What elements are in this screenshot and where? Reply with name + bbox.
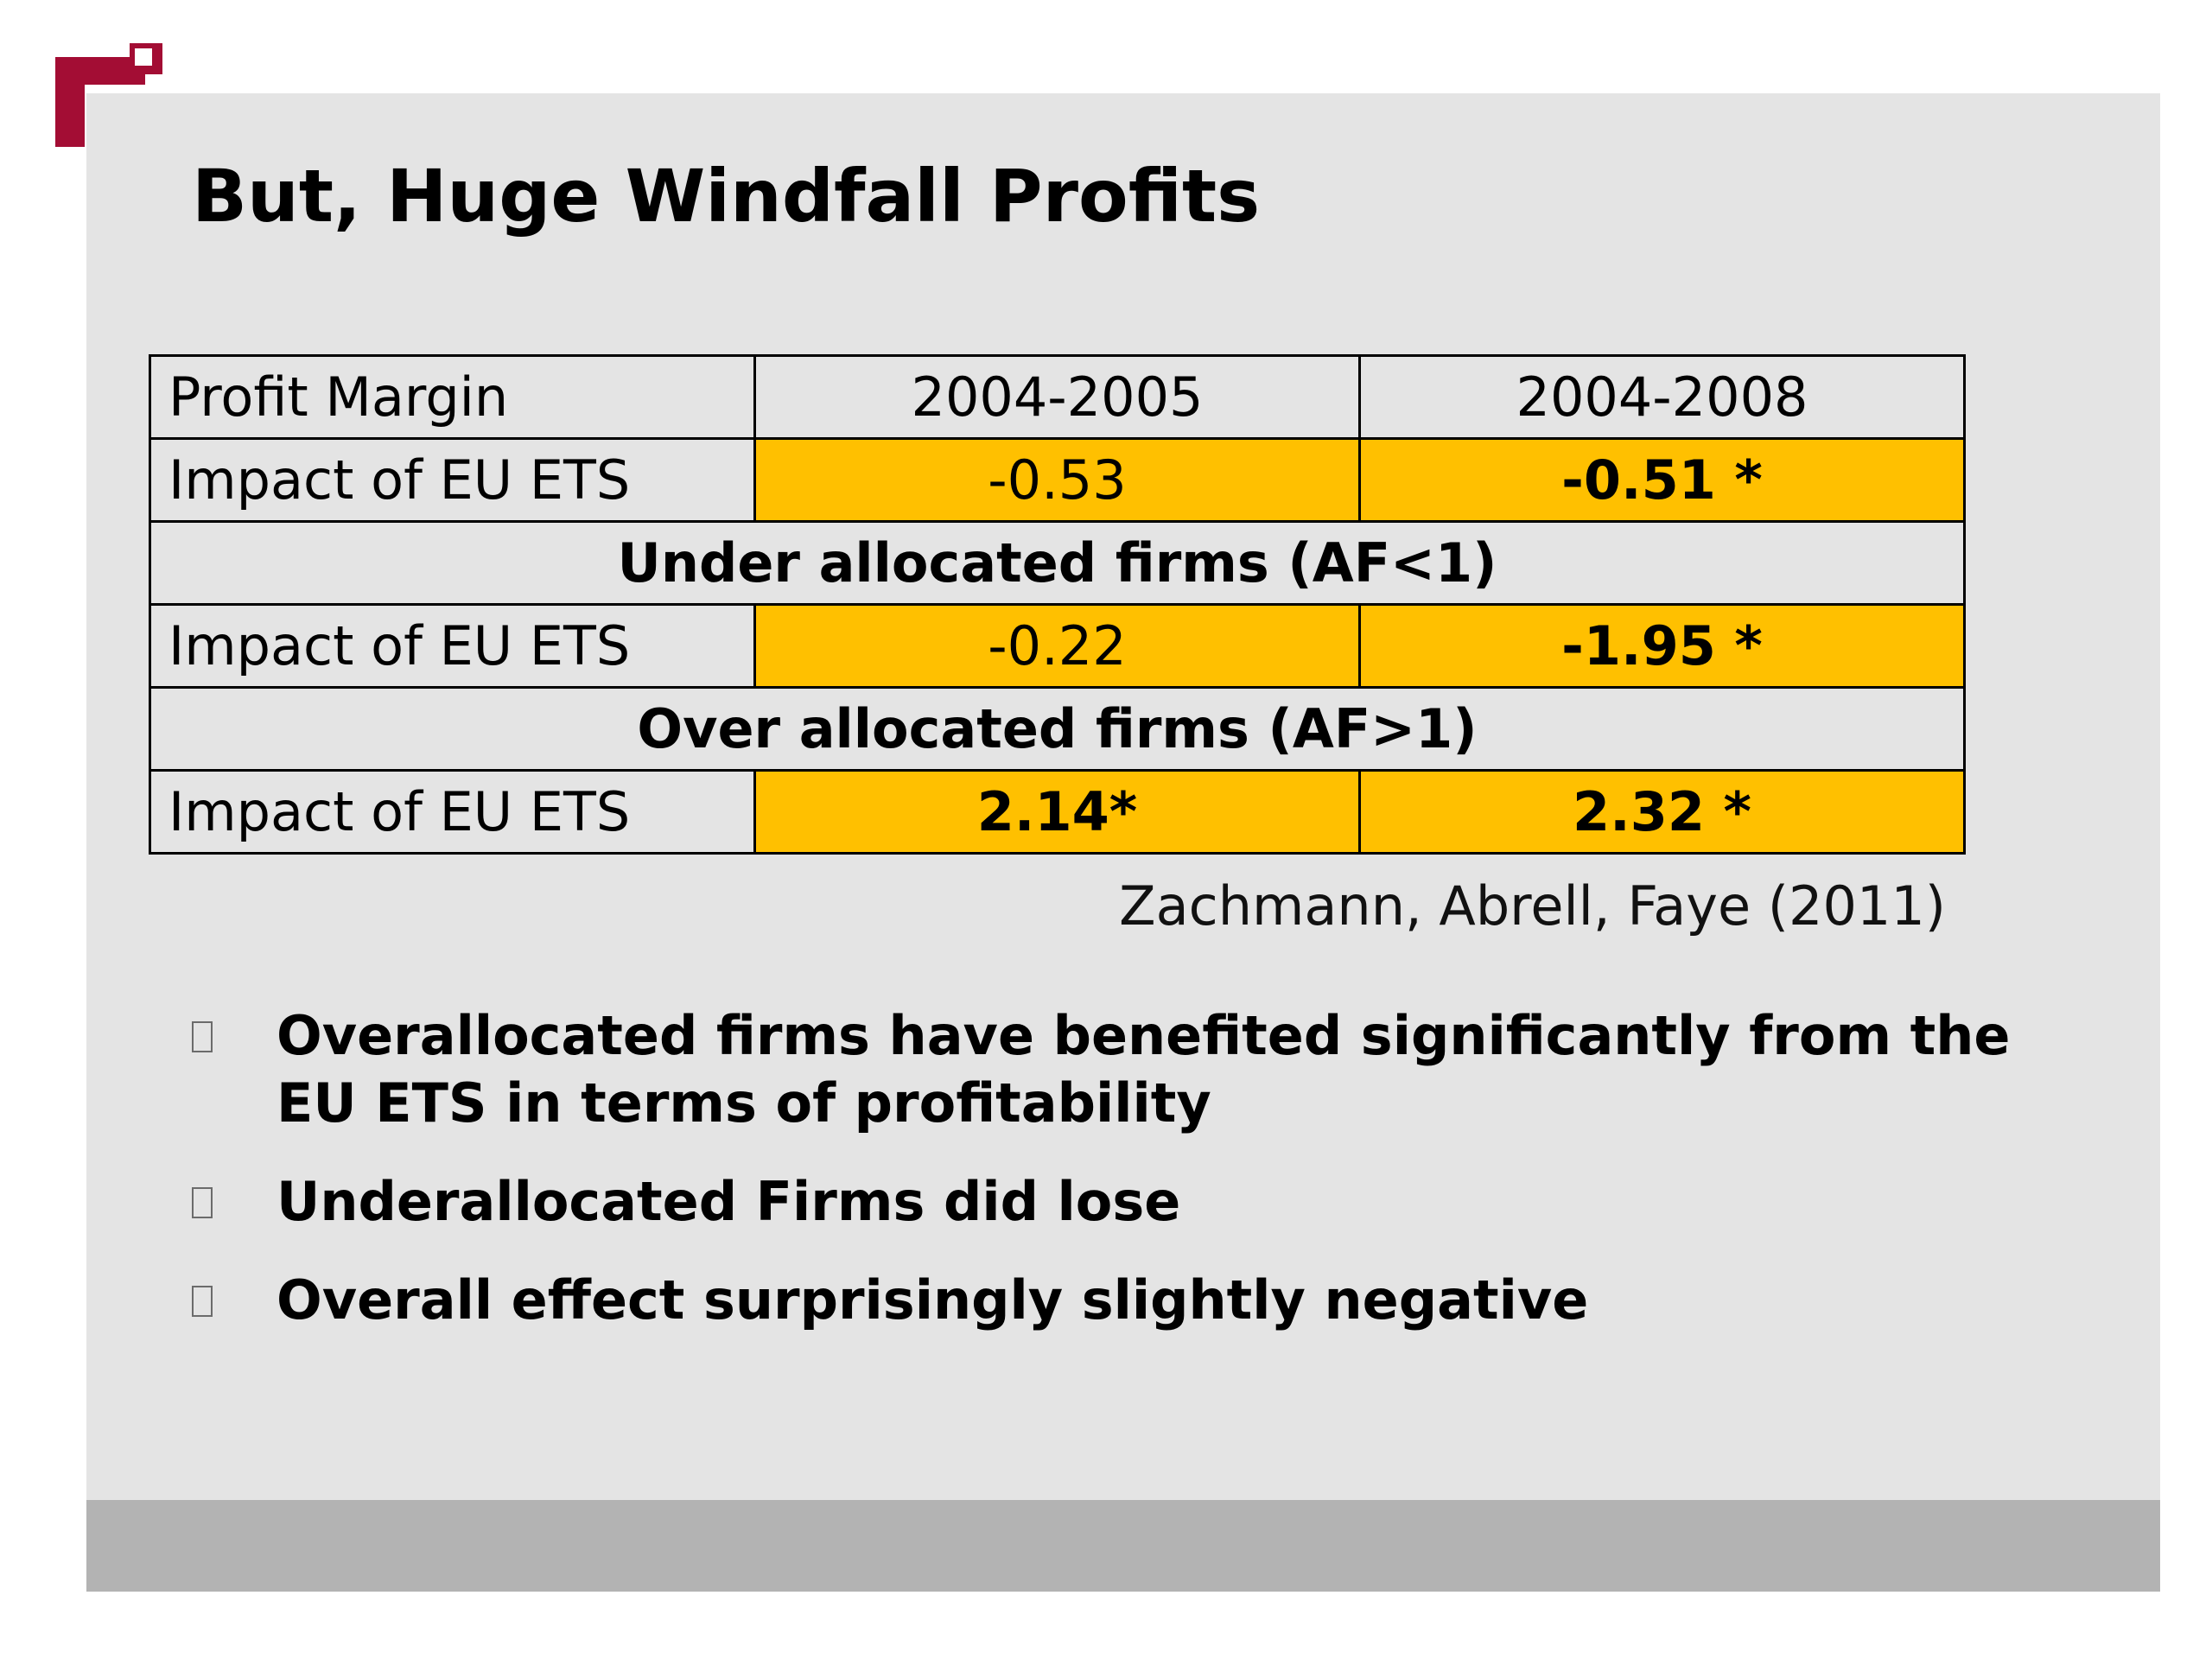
bullet-text: Overallocated firms have benefited signi… bbox=[276, 1004, 2011, 1135]
row-label: Impact of EU ETS bbox=[149, 769, 756, 855]
bullet-item: Overallocated firms have benefited signi… bbox=[181, 1002, 2031, 1137]
row-label: Impact of EU ETS bbox=[149, 603, 756, 689]
bullet-text: Overall effect surprisingly slightly neg… bbox=[276, 1268, 1589, 1332]
table-row: Impact of EU ETS 2.14* 2.32 * bbox=[149, 769, 1966, 855]
group-row-under-allocated: Under allocated firms (AF<1) bbox=[149, 520, 1966, 606]
header-label-cell: Profit Margin bbox=[149, 354, 756, 440]
slide-title: But, Huge Windfall Profits bbox=[192, 154, 1261, 238]
group-heading-over-allocated: Over allocated firms (AF>1) bbox=[149, 686, 1966, 772]
table-header-row: Profit Margin 2004-2005 2004-2008 bbox=[149, 354, 1966, 440]
value-cell-significant: 2.32 * bbox=[1358, 769, 1966, 855]
value-cell-significant: -1.95 * bbox=[1358, 603, 1966, 689]
bullet-item: Underallocated Firms did lose bbox=[181, 1168, 2031, 1236]
bullet-text: Underallocated Firms did lose bbox=[276, 1170, 1181, 1233]
footer-bar bbox=[86, 1500, 2160, 1592]
group-heading-under-allocated: Under allocated firms (AF<1) bbox=[149, 520, 1966, 606]
group-row-over-allocated: Over allocated firms (AF>1) bbox=[149, 686, 1966, 772]
value-cell-significant: -0.51 * bbox=[1358, 437, 1966, 523]
header-period-2004-2008: 2004-2008 bbox=[1358, 354, 1966, 440]
bullet-item: Overall effect surprisingly slightly neg… bbox=[181, 1267, 2031, 1334]
header-period-2004-2005: 2004-2005 bbox=[753, 354, 1361, 440]
bullet-square-icon bbox=[192, 1021, 213, 1052]
value-cell-significant: 2.14* bbox=[753, 769, 1361, 855]
bullet-list: Overallocated firms have benefited signi… bbox=[181, 1002, 2031, 1365]
results-table: Profit Margin 2004-2005 2004-2008 Impact… bbox=[149, 354, 1966, 855]
bullet-square-icon bbox=[192, 1286, 213, 1317]
table-row: Impact of EU ETS -0.22 -1.95 * bbox=[149, 603, 1966, 689]
row-label: Impact of EU ETS bbox=[149, 437, 756, 523]
value-cell: -0.53 bbox=[753, 437, 1361, 523]
value-cell: -0.22 bbox=[753, 603, 1361, 689]
source-citation: Zachmann, Abrell, Faye (2011) bbox=[1119, 874, 1946, 938]
table-row: Impact of EU ETS -0.53 -0.51 * bbox=[149, 437, 1966, 523]
bullet-square-icon bbox=[192, 1187, 213, 1218]
